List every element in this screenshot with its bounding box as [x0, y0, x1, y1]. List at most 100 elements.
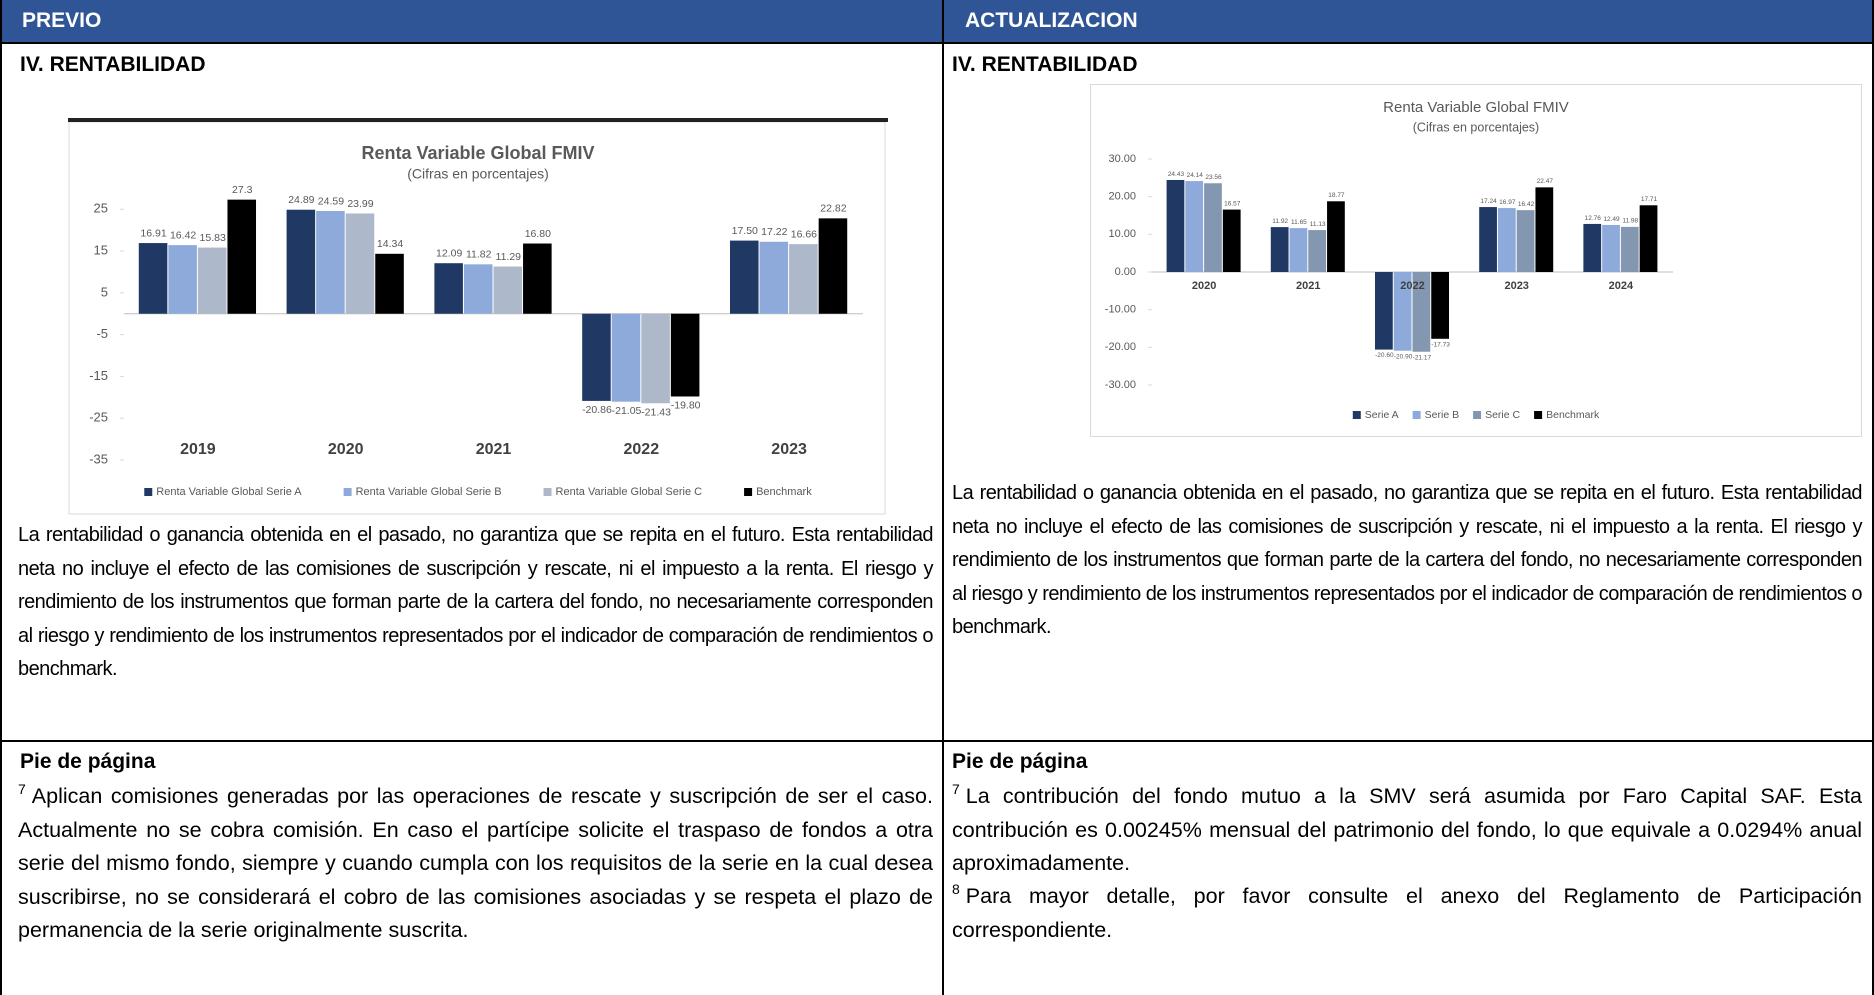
bar [493, 266, 523, 314]
y-tick-label: 25 [94, 201, 108, 216]
x-tick-label: 2023 [1504, 280, 1528, 292]
y-tick-label: -20.00 [1105, 341, 1136, 353]
data-label: 17.71 [1641, 196, 1658, 203]
data-label: 11.82 [466, 249, 492, 261]
border [942, 0, 944, 995]
y-tick-label: 30.00 [1108, 153, 1136, 165]
y-tick-label: 5 [101, 284, 108, 299]
chart-subtitle: (Cifras en porcentajes) [407, 166, 549, 182]
bar [1516, 210, 1535, 272]
bar [641, 313, 670, 404]
footnote-number: 7 [952, 781, 960, 797]
bar [729, 240, 759, 314]
paragraph: La rentabilidad o ganancia obtenida en e… [18, 524, 934, 680]
legend-label: Benchmark [1546, 409, 1600, 421]
legend-label: Serie A [1365, 409, 1399, 421]
x-tick-label: 2021 [476, 441, 512, 458]
section-title: IV. RENTABILIDAD [952, 53, 1138, 76]
chart-subtitle: (Cifras en porcentajes) [1413, 120, 1539, 134]
legend-label: Serie B [1425, 409, 1459, 421]
footer-title: Pie de página [20, 750, 156, 773]
bar [818, 218, 848, 314]
data-label: 17.24 [1480, 198, 1497, 205]
legend-label: Benchmark [756, 486, 812, 498]
bar [138, 243, 168, 314]
bar [1583, 223, 1602, 272]
border [0, 740, 1874, 742]
data-label: 17.22 [761, 226, 787, 238]
y-tick-label: -30.00 [1105, 379, 1136, 391]
legend-swatch [1473, 411, 1482, 419]
legend-label: Renta Variable Global Serie A [156, 486, 302, 498]
bar [1308, 230, 1327, 272]
x-tick-label: 2021 [1296, 280, 1320, 292]
bar [345, 213, 375, 314]
bar [197, 247, 227, 314]
data-label: 11.65 [1291, 219, 1307, 226]
footnote: 8 Para mayor detalle, por favor consulte … [952, 880, 1862, 947]
bar [1639, 205, 1658, 272]
data-label: -20.86 [582, 404, 612, 416]
bar [1431, 272, 1450, 339]
legend-label: Serie C [1485, 409, 1520, 421]
data-label: 27.3 [232, 184, 253, 196]
bar [286, 209, 316, 314]
chart-frame [68, 121, 886, 515]
data-label: 11.29 [496, 251, 522, 263]
legend-label: Renta Variable Global Serie C [556, 486, 703, 498]
data-label: 14.34 [377, 238, 403, 250]
footnote-number: 8 [952, 881, 960, 897]
bar [1602, 224, 1620, 272]
data-label: 23.56 [1205, 174, 1222, 181]
chart: Renta Variable Global FMIV (Cifras en por… [1090, 84, 1862, 437]
x-tick-label: 2020 [328, 441, 364, 458]
border [1872, 0, 1874, 995]
data-label: -21.17 [1413, 354, 1432, 361]
chart-title: Renta Variable Global FMIV [1383, 99, 1569, 116]
data-label: 11.92 [1272, 218, 1288, 225]
data-label: -21.43 [641, 407, 671, 419]
x-tick-label: 2020 [1192, 280, 1216, 292]
data-label: 24.43 [1168, 171, 1185, 178]
footnote-text: La contribución del fondo mutuo a la SMV… [952, 784, 1862, 875]
bar [1393, 272, 1412, 351]
footnote-number: 7 [18, 781, 26, 797]
data-label: 17.50 [732, 225, 758, 237]
legend-label: Renta Variable Global Serie B [356, 486, 502, 498]
data-label: -20.60 [1375, 352, 1394, 359]
data-label: 16.42 [170, 229, 196, 241]
x-tick-label: 2023 [771, 441, 807, 458]
x-tick-label: 2022 [1400, 280, 1424, 292]
y-tick-label: 10.00 [1108, 228, 1136, 240]
bar [1374, 272, 1393, 350]
bar [1166, 179, 1185, 272]
y-tick-label: -25 [89, 410, 108, 425]
data-label: 23.99 [347, 198, 373, 210]
bar [463, 264, 493, 314]
bar [759, 241, 789, 314]
legend-swatch [543, 488, 552, 496]
bar [670, 313, 700, 397]
legend: Renta Variable Global Serie A Renta Varia… [144, 486, 812, 498]
bar [582, 313, 611, 401]
legend-swatch [1352, 411, 1361, 419]
footer-title: Pie de página [952, 750, 1088, 773]
legend-swatch [1534, 411, 1543, 419]
data-label: 12.76 [1585, 215, 1602, 222]
data-label: 24.89 [288, 194, 314, 206]
x-tick-label: 2022 [624, 441, 660, 458]
bar [1204, 183, 1222, 272]
bar [1185, 181, 1204, 272]
data-label: 16.42 [1518, 201, 1535, 208]
data-label: 24.59 [318, 195, 344, 207]
y-tick-label: -5 [96, 326, 108, 341]
bar [1270, 227, 1289, 272]
bar [611, 313, 641, 402]
bar [168, 245, 197, 314]
chart: Renta Variable Global FMIV (Cifras en por… [68, 118, 888, 515]
legend-swatch [343, 488, 352, 496]
y-tick-label: 15 [94, 242, 108, 257]
bar [1479, 207, 1497, 272]
border [0, 0, 2, 995]
footnote-text: Para mayor detalle, por favor consulte e… [952, 884, 1862, 942]
